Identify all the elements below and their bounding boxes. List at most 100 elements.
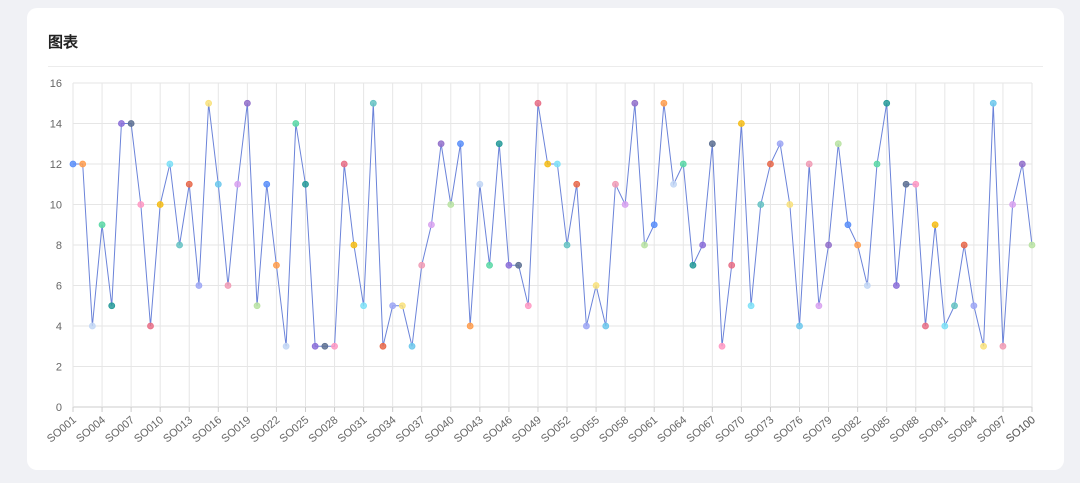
data-point xyxy=(282,342,290,350)
x-tick-label: SO019 xyxy=(219,414,253,445)
data-point xyxy=(960,241,968,249)
data-point xyxy=(253,302,261,310)
data-point xyxy=(902,180,910,188)
data-point xyxy=(757,201,765,208)
data-point xyxy=(147,322,154,330)
data-point xyxy=(563,241,571,249)
y-tick-label: 14 xyxy=(50,119,62,131)
data-point xyxy=(718,342,726,350)
data-point xyxy=(1018,160,1026,168)
x-tick-label: SO085 xyxy=(859,414,893,445)
data-point xyxy=(854,241,862,249)
x-tick-label: SO028 xyxy=(307,414,341,445)
data-point xyxy=(699,241,707,249)
data-point xyxy=(79,160,87,168)
data-point xyxy=(505,261,513,269)
data-point xyxy=(883,99,891,107)
data-point xyxy=(224,282,232,289)
data-point xyxy=(728,261,736,269)
data-point xyxy=(428,221,435,229)
data-point xyxy=(796,322,803,330)
x-tick-label: SO073 xyxy=(742,414,776,445)
series-line xyxy=(73,103,1033,347)
data-point xyxy=(166,160,174,168)
data-point xyxy=(331,342,338,350)
x-tick-label: SO034 xyxy=(365,414,399,445)
data-point xyxy=(176,241,183,249)
data-point xyxy=(786,201,794,208)
data-point xyxy=(844,221,852,229)
x-tick-label: SO031 xyxy=(336,414,370,445)
data-point xyxy=(495,140,503,148)
data-point xyxy=(195,282,203,289)
y-tick-label: 6 xyxy=(56,281,62,293)
data-point xyxy=(592,282,600,289)
data-point xyxy=(156,201,164,208)
data-point xyxy=(214,180,222,188)
x-tick-label: SO058 xyxy=(597,414,631,445)
data-point xyxy=(670,180,677,188)
x-tick-label: SO043 xyxy=(452,414,486,445)
data-point xyxy=(273,261,280,269)
data-point xyxy=(631,99,639,107)
data-point xyxy=(486,261,493,269)
y-tick-label: 2 xyxy=(56,362,62,374)
data-point xyxy=(544,160,552,168)
data-point xyxy=(398,302,406,310)
data-point xyxy=(805,160,813,168)
x-tick-label: SO100 xyxy=(1004,414,1038,445)
data-point xyxy=(815,302,823,310)
x-tick-label: SO088 xyxy=(888,414,922,445)
data-point xyxy=(534,99,542,107)
data-point xyxy=(515,261,522,269)
x-tick-label: SO040 xyxy=(423,414,457,445)
data-point xyxy=(98,221,106,229)
data-point xyxy=(88,322,96,330)
data-point xyxy=(660,99,668,107)
data-point xyxy=(873,160,881,168)
data-point xyxy=(118,120,125,127)
x-tick-label: SO025 xyxy=(277,414,311,445)
y-tick-label: 4 xyxy=(56,321,62,333)
data-point xyxy=(737,120,745,127)
data-point xyxy=(941,322,949,330)
data-point xyxy=(679,160,687,168)
x-tick-label: SO076 xyxy=(771,414,805,445)
x-tick-label: SO091 xyxy=(917,414,951,445)
data-point xyxy=(263,180,271,188)
data-point xyxy=(612,180,619,188)
data-point xyxy=(573,180,581,188)
x-tick-label: SO055 xyxy=(568,414,602,445)
data-point xyxy=(437,140,445,148)
data-point xyxy=(1028,241,1036,249)
data-point xyxy=(127,120,135,127)
data-point xyxy=(863,282,871,289)
data-point xyxy=(302,180,309,188)
y-tick-label: 0 xyxy=(56,402,62,414)
x-tick-label: SO067 xyxy=(684,414,718,445)
data-point xyxy=(108,302,116,310)
data-point xyxy=(379,342,387,350)
x-tick-label: SO037 xyxy=(394,414,428,445)
data-point xyxy=(980,342,987,350)
x-tick-label: SO004 xyxy=(74,414,108,445)
x-tick-label: SO082 xyxy=(830,414,864,445)
data-point xyxy=(650,221,658,229)
x-tick-label: SO061 xyxy=(626,414,660,445)
y-tick-label: 12 xyxy=(50,159,62,171)
data-point xyxy=(292,120,300,127)
data-point xyxy=(912,180,920,188)
x-tick-label: SO046 xyxy=(481,414,515,445)
data-point xyxy=(767,160,774,168)
data-point xyxy=(524,302,532,310)
x-tick-label: SO013 xyxy=(161,414,195,445)
data-point xyxy=(234,180,242,188)
data-point xyxy=(825,241,832,249)
data-point xyxy=(1009,201,1017,208)
data-point xyxy=(621,201,629,208)
data-point xyxy=(185,180,193,188)
data-point xyxy=(321,342,329,350)
data-point xyxy=(999,342,1007,350)
data-point xyxy=(418,261,426,269)
